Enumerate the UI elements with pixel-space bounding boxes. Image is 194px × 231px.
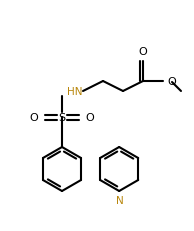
Text: S: S <box>58 112 66 122</box>
Text: O: O <box>86 112 94 122</box>
Text: HN: HN <box>67 87 82 97</box>
Text: N: N <box>116 195 124 205</box>
Text: O: O <box>139 47 147 57</box>
Text: O: O <box>30 112 38 122</box>
Text: O: O <box>167 77 176 87</box>
